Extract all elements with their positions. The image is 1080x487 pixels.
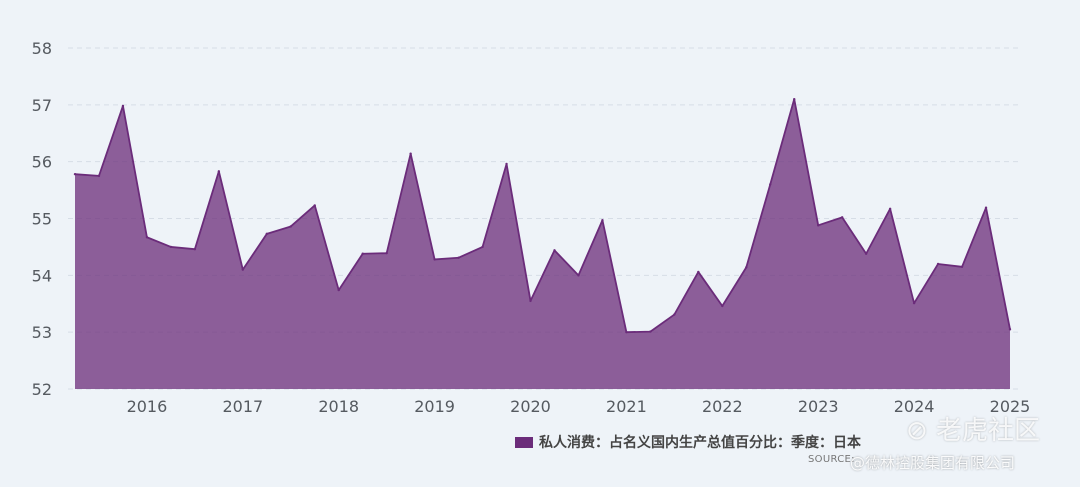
data-point xyxy=(409,152,412,155)
y-tick-label-56: 56 xyxy=(32,153,52,172)
data-point xyxy=(313,204,316,207)
data-point xyxy=(217,170,221,173)
data-point xyxy=(457,256,460,259)
data-point xyxy=(649,330,652,333)
data-point xyxy=(912,301,916,305)
data-point xyxy=(361,252,364,255)
source-note: SOURCE: xyxy=(808,454,855,465)
data-point xyxy=(1008,328,1012,331)
data-point xyxy=(864,252,868,255)
series-area xyxy=(73,97,1012,390)
y-tick-label-53: 53 xyxy=(32,323,52,342)
data-point xyxy=(601,219,604,222)
data-point xyxy=(145,236,149,239)
data-point xyxy=(721,304,724,308)
data-point xyxy=(73,172,77,176)
data-point xyxy=(433,258,436,261)
data-point xyxy=(481,245,484,249)
x-tick-label-2025: 2025 xyxy=(990,397,1031,416)
x-tick-label-2019: 2019 xyxy=(414,397,455,416)
data-point xyxy=(960,265,964,269)
data-point xyxy=(769,183,772,186)
data-point xyxy=(505,162,508,166)
data-point xyxy=(241,268,245,271)
x-tick-label-2020: 2020 xyxy=(510,397,551,416)
series-line xyxy=(74,98,1011,334)
watermark-text: @德林控股集团有限公司 xyxy=(850,454,1016,472)
y-tick-label-55: 55 xyxy=(32,210,52,229)
x-tick-label-2016: 2016 xyxy=(127,397,168,416)
data-point xyxy=(193,247,197,251)
x-tick-label-2017: 2017 xyxy=(222,397,263,416)
data-point xyxy=(697,270,700,274)
data-point xyxy=(673,313,676,316)
data-point xyxy=(265,232,268,236)
area-fill xyxy=(75,99,1010,390)
legend: 私人消费：占名义国内生产总值百分比：季度：日本 xyxy=(515,432,861,452)
data-point xyxy=(793,97,796,101)
data-point xyxy=(553,249,556,252)
data-point xyxy=(840,216,844,219)
data-point xyxy=(169,245,173,249)
data-point xyxy=(121,104,125,108)
x-tick-label-2021: 2021 xyxy=(606,397,647,416)
x-tick-label-2024: 2024 xyxy=(894,397,935,416)
y-axis-tick-labels: 52 53 54 55 56 57 58 xyxy=(32,39,52,399)
data-point xyxy=(817,224,820,227)
legend-swatch xyxy=(515,436,533,448)
legend-label: 私人消费：占名义国内生产总值百分比：季度：日本 xyxy=(539,435,861,451)
data-point xyxy=(888,207,892,211)
data-point xyxy=(936,262,940,266)
x-tick-label-2018: 2018 xyxy=(318,397,359,416)
y-tick-label-57: 57 xyxy=(32,96,52,115)
y-tick-label-52: 52 xyxy=(32,380,52,399)
y-tick-label-58: 58 xyxy=(32,39,52,58)
data-point xyxy=(984,206,988,209)
x-tick-label-2022: 2022 xyxy=(702,397,743,416)
y-tick-label-54: 54 xyxy=(32,266,52,285)
data-point xyxy=(625,330,628,334)
data-point xyxy=(577,274,580,277)
data-point xyxy=(385,251,388,255)
data-point xyxy=(529,299,532,303)
data-point xyxy=(289,225,292,228)
watermark-logo: ⊘ 老虎社区 xyxy=(906,416,1041,446)
data-point xyxy=(97,174,101,178)
data-point xyxy=(745,266,748,269)
x-axis-tick-labels: 2016 2017 2018 2019 2020 2021 2022 2023 2024 2025 xyxy=(127,397,1031,416)
data-point xyxy=(337,288,340,292)
x-tick-label-2023: 2023 xyxy=(798,397,839,416)
